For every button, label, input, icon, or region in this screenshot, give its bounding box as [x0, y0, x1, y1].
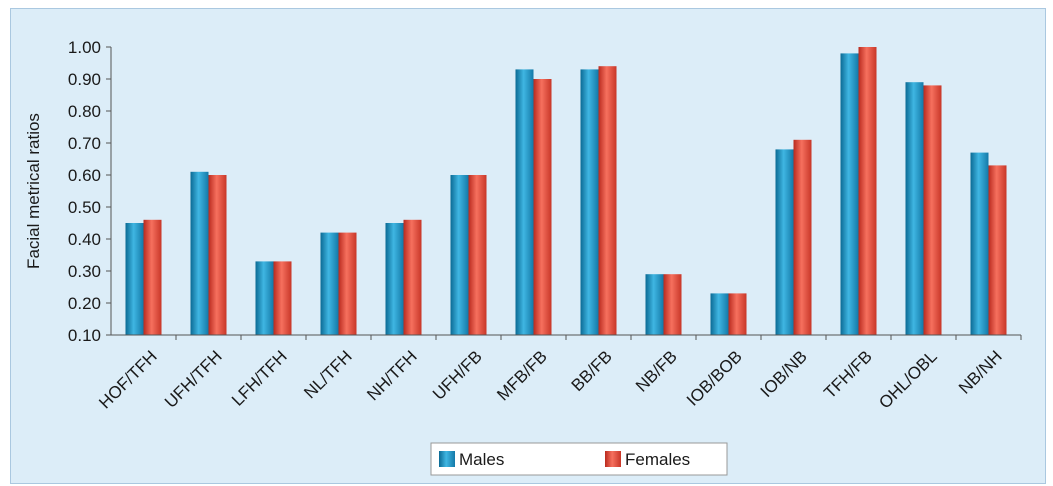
y-tick-label: 0.60	[68, 166, 101, 185]
x-category-label: IOB/BOB	[683, 347, 746, 410]
x-category-label: IOB/NB	[757, 347, 811, 401]
x-category-label: MFB/FB	[493, 347, 551, 405]
legend-label-females: Females	[625, 450, 690, 469]
x-category-label: BB/FB	[568, 347, 616, 395]
bar-males-nb-fb	[645, 274, 664, 335]
y-tick-label: 0.70	[68, 134, 101, 153]
y-tick-label: 0.90	[68, 70, 101, 89]
bar-males-nh-tfh	[385, 223, 404, 335]
bar-females-nl-tfh	[338, 232, 357, 335]
bar-males-lfh-tfh	[255, 261, 274, 335]
chart-frame: 0.10 0.20 0.30 0.40 0.50 0.60 0.70 0.80 0.90 1.00…	[10, 8, 1046, 484]
bar-females-nh-tfh	[403, 219, 422, 335]
y-tick-label: 0.20	[68, 294, 101, 313]
bar-males-iob-bob	[710, 293, 729, 335]
bar-females-ufh-fb	[468, 175, 487, 335]
bar-males-hof-tfh	[125, 223, 144, 335]
bar-chart: 0.10 0.20 0.30 0.40 0.50 0.60 0.70 0.80 0.90 1.00…	[24, 38, 1022, 476]
x-category-label: NL/TFH	[300, 347, 356, 403]
y-axis-title: Facial metrical ratios	[24, 113, 43, 269]
bar-females-hof-tfh	[143, 219, 162, 335]
legend-swatch-females	[605, 451, 621, 467]
bar-males-iob-nb	[775, 149, 794, 335]
bar-females-bb-fb	[598, 66, 617, 335]
y-tick-label: 0.50	[68, 198, 101, 217]
legend-swatch-males	[439, 451, 455, 467]
bar-males-nb-nh	[970, 152, 989, 335]
x-category-label: OHL/OBL	[875, 347, 941, 413]
y-tick-label: 0.10	[68, 326, 101, 345]
bar-females-ufh-tfh	[208, 175, 227, 335]
bar-females-nb-fb	[663, 274, 682, 335]
bar-females-iob-bob	[728, 293, 747, 335]
y-axis-ticks: 0.10 0.20 0.30 0.40 0.50 0.60 0.70 0.80 0.90 1.00	[68, 38, 111, 345]
legend-label-males: Males	[459, 450, 504, 469]
y-tick-label: 0.30	[68, 262, 101, 281]
legend: Males Females	[430, 442, 728, 476]
x-category-label: UFH/TFH	[161, 347, 226, 412]
bar-males-ufh-fb	[450, 175, 469, 335]
y-tick-label: 0.40	[68, 230, 101, 249]
x-category-label: UFH/FB	[429, 347, 486, 404]
x-category-label: NB/NH	[955, 347, 1006, 398]
bars	[125, 47, 1007, 336]
bar-males-mfb-fb	[515, 69, 534, 336]
bar-males-ohl-obl	[905, 82, 924, 335]
legend-box	[430, 442, 728, 476]
bar-females-ohl-obl	[923, 85, 942, 336]
bar-females-iob-nb	[793, 139, 812, 335]
bar-females-nb-nh	[988, 165, 1007, 335]
bar-females-tfh-fb	[858, 47, 877, 335]
x-category-label: NB/FB	[632, 347, 681, 396]
bar-males-ufh-tfh	[190, 171, 209, 335]
x-category-label: TFH/FB	[820, 347, 876, 403]
bar-females-lfh-tfh	[273, 261, 292, 335]
bar-males-tfh-fb	[840, 53, 859, 336]
bar-males-bb-fb	[580, 69, 599, 336]
x-category-label: HOF/TFH	[95, 347, 161, 413]
x-category-label: LFH/TFH	[228, 347, 291, 410]
bar-females-mfb-fb	[533, 79, 552, 335]
y-tick-label: 1.00	[68, 38, 101, 57]
x-axis-labels: HOF/TFH UFH/TFH LFH/TFH NL/TFH NH/TFH UFH/FB M…	[95, 335, 1022, 413]
y-tick-label: 0.80	[68, 102, 101, 121]
bar-males-nl-tfh	[320, 232, 339, 335]
x-category-label: NH/TFH	[363, 347, 421, 405]
